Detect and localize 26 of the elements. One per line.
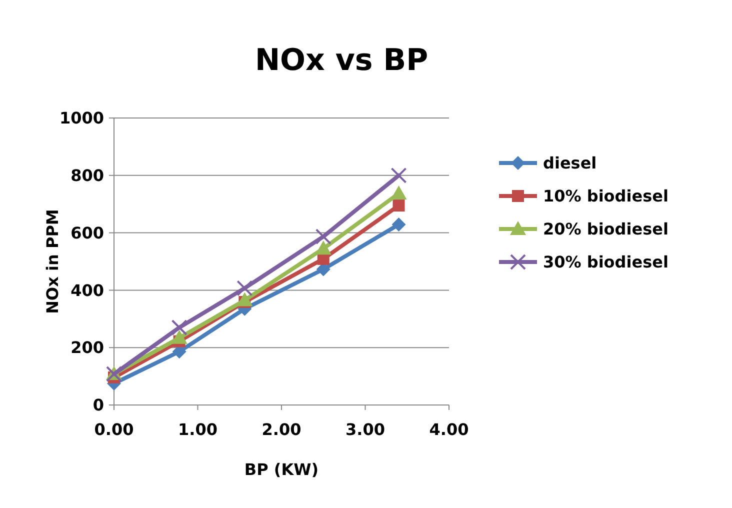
x-tick-label: 2.00 <box>262 420 302 439</box>
legend-label: 20% biodiesel <box>543 220 668 239</box>
point <box>236 280 253 296</box>
legend-label: diesel <box>543 154 597 173</box>
legend-label: 10% biodiesel <box>543 186 668 206</box>
y-tick-label: 400 <box>70 280 104 300</box>
point <box>392 217 406 232</box>
y-tick-label: 1000 <box>59 108 104 128</box>
point <box>171 320 188 336</box>
point <box>236 292 253 306</box>
x-tick-label: 0.00 <box>94 420 134 439</box>
x-axis-title: BP (KW) <box>244 460 319 479</box>
y-axis-title: NOx in PPM <box>43 209 62 314</box>
point <box>392 200 405 212</box>
y-tick-label: 600 <box>70 223 104 242</box>
y-tick-label: 800 <box>70 166 104 185</box>
chart-title: NOx vs BP <box>254 43 428 78</box>
point <box>315 228 332 245</box>
y-tick-label: 200 <box>70 338 104 358</box>
y-tick-label: 0 <box>92 396 104 415</box>
point <box>390 167 407 184</box>
x-tick-label: 4.00 <box>429 420 469 439</box>
x-tick-label: 3.00 <box>346 420 385 439</box>
legend-label: 30% biodiesel <box>543 252 668 272</box>
point <box>171 330 188 344</box>
x-tick-label: 1.00 <box>178 420 218 439</box>
